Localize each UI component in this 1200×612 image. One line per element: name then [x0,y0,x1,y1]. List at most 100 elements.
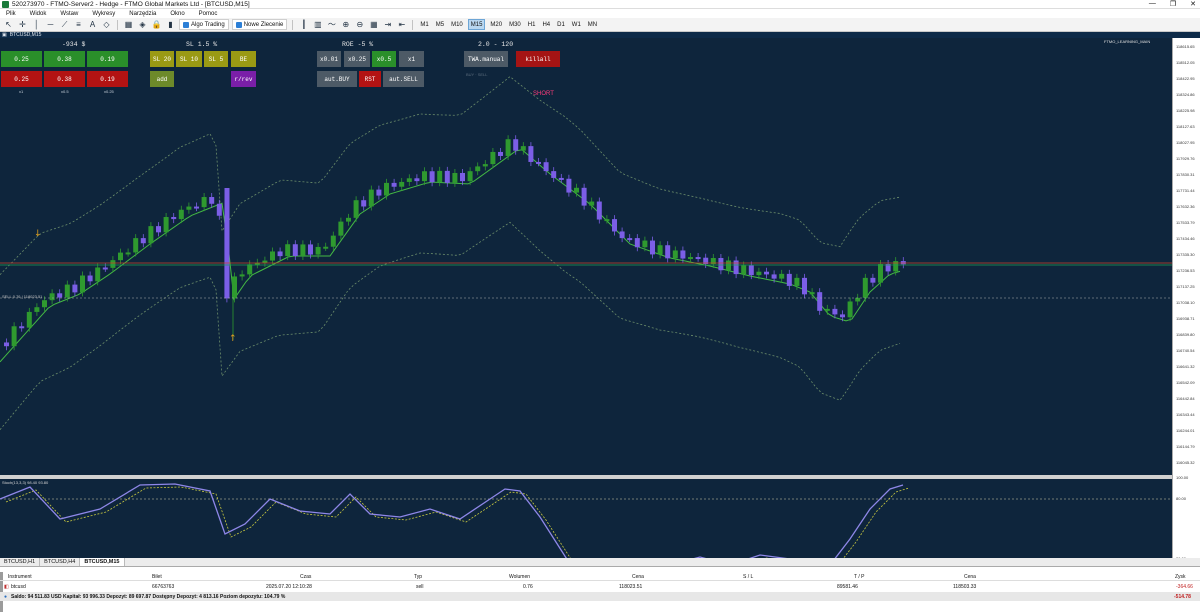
bars-icon[interactable]: ▮ [168,20,173,29]
shapes-icon[interactable]: ◇ [103,20,110,29]
auto-buy-button[interactable]: aut.BUY [317,71,357,87]
window-controls: — ❐ ✕ [1149,0,1196,8]
minimize-button[interactable]: — [1148,0,1156,7]
candle-chart-icon[interactable]: ▥ [314,20,322,29]
candle-body [391,182,397,187]
be-button[interactable]: BE [231,51,256,67]
menu-charts[interactable]: Wykresy [92,10,116,17]
zoom-in-icon[interactable]: ⊕ [342,20,350,29]
chart-shift-icon[interactable]: ⇤ [398,20,406,29]
reverse-button[interactable]: r/rev [231,71,256,87]
candle-body [809,292,815,295]
price-chart-svg: ↓↑ [0,76,1172,430]
col-instrument[interactable]: Instrument [8,574,32,580]
auto-sell-button[interactable]: aut.SELL [383,71,424,87]
mult-05-button[interactable]: x0.5 [372,51,396,67]
menu-window[interactable]: Okno [170,10,185,17]
tf-m10[interactable]: M10 [451,21,463,28]
tf-h4[interactable]: H4 [542,21,551,28]
col-current-price[interactable]: Cena [964,574,976,580]
menu-tools[interactable]: Narzędzia [129,10,157,17]
text-icon[interactable]: A [89,20,96,29]
maximize-button[interactable]: ❐ [1169,1,1177,8]
candle-body [748,265,754,276]
chart-menu-icon[interactable]: ▣ [2,32,7,38]
line-icon[interactable]: │ [34,20,39,29]
price-tick: 117533.79 [1176,220,1195,225]
price-scale[interactable]: 118615.65 118512.05 118422.95 118324.86 1182… [1172,38,1200,577]
kill-all-button[interactable]: killall [516,51,560,67]
lock-icon[interactable]: 🔒 [151,20,162,29]
new-order-button[interactable]: Nowe Zlecenie [231,19,288,30]
row-instrument: btcusd [11,584,26,590]
position-row[interactable]: ◧ btcusd 66763763 2025.07.20 12:10:28 se… [0,582,1200,591]
sell-lot-1-button[interactable]: 0.25 [1,71,42,87]
candle-body [323,246,329,249]
col-type[interactable]: Typ [414,574,423,580]
hline-icon[interactable]: ─ [47,20,54,29]
candle-body [64,284,70,298]
bar-chart-icon[interactable]: ┃ [301,20,307,29]
menu-insert[interactable]: Wstaw [60,10,79,17]
add-button[interactable]: add [150,71,174,87]
balance-summary: Saldo: 94 511.83 USD Kapitał: 93 996.33 … [11,594,286,600]
zoom-out-icon[interactable]: ⊖ [356,20,364,29]
pane-divider[interactable] [0,475,1172,479]
new-chart-icon[interactable]: ▦ [124,20,133,29]
tf-m5[interactable]: M5 [435,21,445,28]
menu-file[interactable]: Plik [6,10,16,17]
candle-body [368,189,374,207]
candle-body [824,308,830,311]
candle-body [672,250,678,259]
ide-icon[interactable]: ◈ [139,20,146,29]
sl5-button[interactable]: SL 5 [204,51,228,67]
cursor-icon[interactable]: ↖ [5,20,12,29]
candle-body [262,260,268,263]
mult-025-button[interactable]: x0.25 [344,51,370,67]
buy-lot-3-button[interactable]: 0.19 [87,51,128,67]
buy-lot-2-button[interactable]: 0.38 [44,51,85,67]
autoscroll-icon[interactable]: ⇥ [384,20,392,29]
sell-lot-3-button[interactable]: 0.19 [87,71,128,87]
crosshair-icon[interactable]: ✛ [19,20,26,29]
tab-btcusd-m15[interactable]: BTCUSD,M15 [80,558,125,566]
sl20-button[interactable]: SL 20 [150,51,174,67]
price-tick: 116343.44 [1176,412,1195,417]
sell-lot-2-button[interactable]: 0.38 [44,71,85,87]
mult-1-button[interactable]: x1 [399,51,424,67]
col-sl[interactable]: S / L [743,574,754,580]
tf-m15[interactable]: M15 [467,19,486,30]
grid-icon[interactable]: ▦ [370,20,378,29]
twa-manual-button[interactable]: TWA.manual [464,51,508,67]
tab-btcusd-h4[interactable]: BTCUSD,H4 [40,558,81,566]
fib-icon[interactable]: ≡ [76,20,81,29]
col-tp[interactable]: T / P [854,574,865,580]
col-profit[interactable]: Zysk [1175,574,1186,580]
col-price[interactable]: Cena [632,574,644,580]
tf-d1[interactable]: D1 [557,21,565,28]
trendline-icon[interactable]: ⟋ [61,19,68,29]
tab-btcusd-h1[interactable]: BTCUSD,H1 [0,558,41,566]
price-chart[interactable]: ↓ ↑ -934 $ SL 1.5 % ROE -5 % 2.0 - 120 0.… [0,38,1172,475]
tf-w1[interactable]: W1 [571,21,581,28]
tf-m1[interactable]: M1 [420,21,429,28]
col-volume[interactable]: Wolumen [509,574,531,580]
candle-body [254,262,260,265]
reset-button[interactable]: RST [359,71,381,87]
close-button[interactable]: ✕ [1190,1,1196,8]
line-chart-icon[interactable]: 〜 [327,20,336,29]
sl10-button[interactable]: SL 10 [176,51,202,67]
col-time[interactable]: Czas [300,574,312,580]
buy-lot-1-button[interactable]: 0.25 [1,51,42,67]
candle-body [657,245,663,255]
tf-m20[interactable]: M20 [490,21,503,28]
tf-h1[interactable]: H1 [527,21,536,28]
price-tick: 117434.46 [1176,236,1195,241]
menu-help[interactable]: Pomoc [198,10,218,17]
tf-mn[interactable]: MN [587,21,598,28]
mult-001-button[interactable]: x0.01 [317,51,341,67]
menu-view[interactable]: Widok [29,10,47,17]
tf-m30[interactable]: M30 [509,21,521,28]
col-ticket[interactable]: Bilet [152,574,162,580]
algo-trading-button[interactable]: Algo Trading [179,19,229,30]
